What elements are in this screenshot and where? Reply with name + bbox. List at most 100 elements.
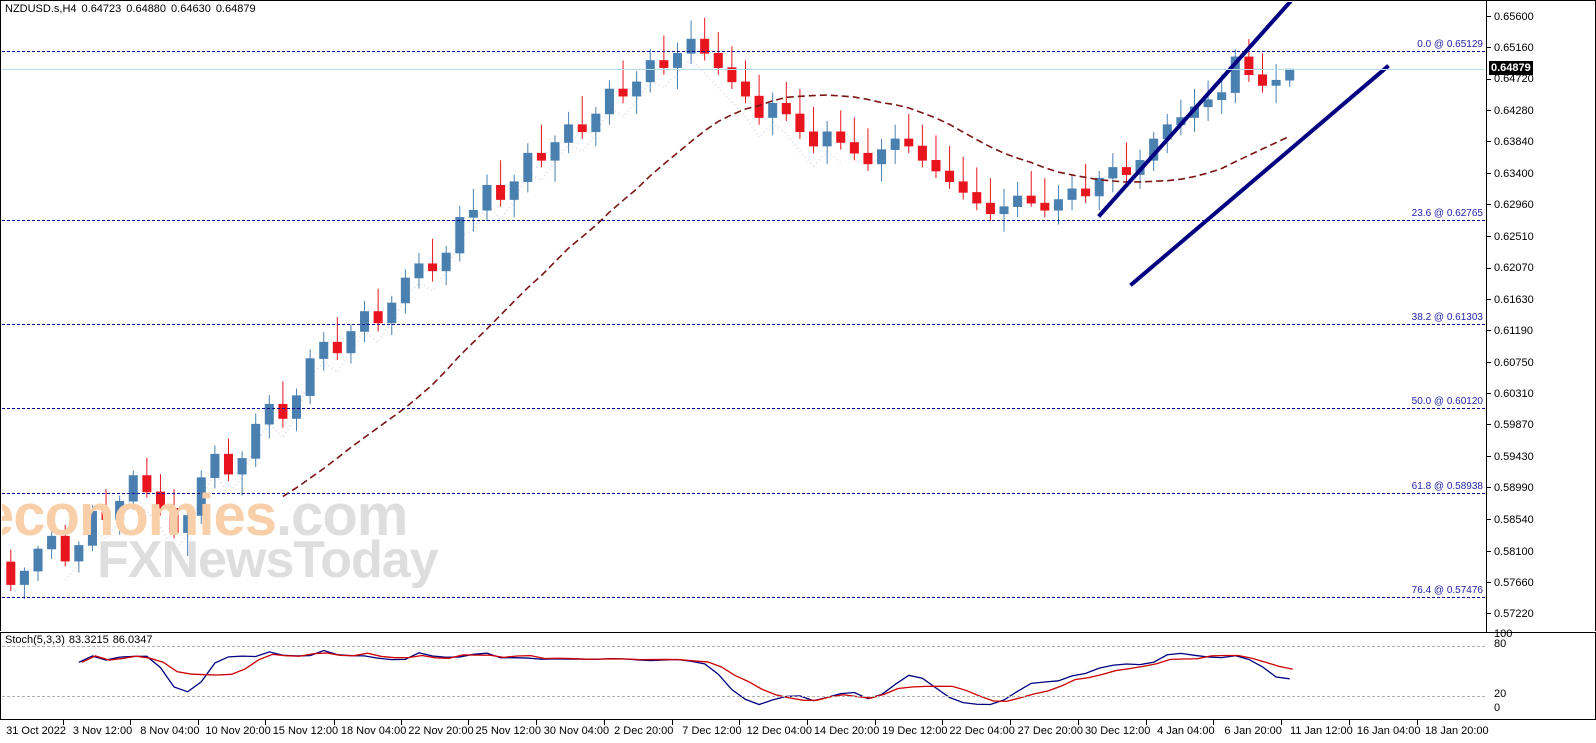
tick-text: 0.60310 [1494,387,1534,400]
tick-mark [1486,582,1491,584]
tick-mark [1486,519,1491,521]
tick-text: 0.64720 [1494,73,1534,86]
tick-text: 0.62070 [1494,262,1534,275]
time-axis[interactable]: 31 Oct 2022 3 Nov 12:00 8 Nov 04:00 10 Nov … [0,720,1596,743]
price-tick-label: 0.60310 [1486,388,1534,400]
current-price-tag: 0.64879 [1489,61,1533,76]
tick-mark [1486,236,1491,238]
time-tick-mark [942,720,944,725]
fibonacci-level-label: 61.8 @ 0.58938 [1411,480,1483,492]
price-tick-label: 0.62510 [1486,231,1534,243]
tick-mark [1486,393,1491,395]
tick-text: 0.58990 [1494,482,1534,495]
tick-mark [1486,267,1491,269]
time-tick-label: 19 Dec 12:00 [882,725,948,737]
time-tick-mark [468,720,470,725]
close-value: 0.64879 [215,3,256,15]
time-tick-mark [1145,720,1147,725]
tick-text: 0.63840 [1494,136,1534,149]
fibonacci-level-line [2,219,1485,221]
time-tick-mark [400,720,402,725]
fibonacci-level-label: 23.6 @ 0.62765 [1411,207,1483,219]
stochastic-scale-label: 100 [1494,628,1513,640]
fibonacci-level-line [2,51,1485,53]
candlestick-series [6,2,1390,599]
quote-readout: NZDUSD.s,H4 0.64723 0.64880 0.64630 0.64879 [5,3,261,15]
price-tick-label: 0.64720 [1486,73,1534,85]
time-tick-label: 2 Dec 20:00 [614,725,674,737]
tick-mark [1486,550,1491,552]
tick-text: 0.58100 [1494,545,1534,558]
time-tick-mark [874,720,876,725]
time-tick-label: 11 Jan 12:00 [1289,725,1353,737]
stochastic-scale-label: 20 [1494,688,1507,700]
price-tick-label: 0.61630 [1486,294,1534,306]
price-axis[interactable]: 0.65600 0.65160 0.64720 0.64280 0.63840 0.634… [1486,0,1596,631]
price-chart-panel[interactable]: economies.com FXNewsToday 0.0 @ 0.65129 2… [0,0,1596,632]
stochastic-scale-label: 0 [1494,702,1501,714]
time-tick-label: 12 Dec 04:00 [746,725,812,737]
tick-text: 0.61190 [1494,325,1533,338]
time-tick-mark [265,720,267,725]
tick-text: 0.64280 [1494,104,1534,117]
tick-mark [1486,141,1491,143]
price-tick-label: 0.63400 [1486,168,1534,180]
time-tick-mark [198,720,200,725]
stochastic-name: Stoch(5,3,3) [5,634,65,646]
tick-mark [1486,361,1491,363]
time-tick-label: 16 Jan 04:00 [1356,725,1421,737]
time-tick-mark [129,720,131,725]
fibonacci-level-label: 76.4 @ 0.57476 [1411,585,1483,597]
price-tick-label: 0.65600 [1486,11,1534,23]
time-tick-label: 22 Nov 20:00 [408,725,474,737]
time-tick-label: 7 Dec 12:00 [682,725,742,737]
stochastic-scale-label: 80 [1494,638,1507,650]
fibonacci-level-line [2,408,1485,410]
tick-text: 0.62510 [1494,231,1534,244]
tick-text: 0.59430 [1494,450,1534,463]
stochastic-panel[interactable] [0,632,1596,720]
tick-text: 0.59870 [1494,419,1534,432]
tick-text: 0.57220 [1494,608,1534,621]
tick-mark [1486,613,1491,615]
time-tick-label: 30 Dec 12:00 [1084,725,1151,737]
price-tick-label: 0.57220 [1486,608,1534,620]
time-tick-mark [62,720,64,725]
fibonacci-level-label: 50.0 @ 0.60120 [1411,396,1483,408]
tick-mark [1486,487,1491,489]
time-tick-mark [1348,720,1350,725]
time-tick-mark [1281,720,1283,725]
low-value: 0.64630 [171,3,211,15]
time-tick-label: 8 Nov 04:00 [140,725,200,737]
fibonacci-level-label: 0.0 @ 0.65129 [1417,39,1483,51]
tick-text: 0.58540 [1494,514,1534,527]
tick-text: 0.63400 [1494,167,1534,180]
tick-mark [1486,47,1491,49]
time-tick-mark [739,720,741,725]
price-plot-area[interactable]: economies.com FXNewsToday 0.0 @ 0.65129 2… [2,2,1485,631]
tick-text: 0.65600 [1494,10,1534,23]
time-tick-mark [603,720,605,725]
tick-mark [1486,424,1491,426]
time-tick-label: 30 Nov 04:00 [543,725,610,737]
time-tick-label: 3 Nov 12:00 [72,725,133,737]
price-tick-label: 0.59430 [1486,451,1534,463]
tick-text: 0.62960 [1494,198,1534,211]
stochastic-k-value: 83.3215 [68,634,109,646]
tick-mark [1486,109,1491,111]
time-tick-label: 22 Dec 04:00 [949,725,1015,737]
stochastic-plot-area[interactable] [2,634,1485,720]
price-axis-divider [1486,1,1487,632]
fibonacci-level-line [2,492,1485,494]
time-tick-mark [806,720,808,725]
tick-text: 0.65160 [1494,42,1534,55]
current-price-line [2,69,1485,71]
time-tick-mark [536,720,538,725]
tick-mark [1486,172,1491,174]
fibonacci-level-line [2,324,1485,326]
tick-mark [1486,330,1491,332]
fibonacci-level-line [2,597,1485,599]
price-tick-label: 0.65160 [1486,42,1534,54]
fibonacci-level-label: 38.2 @ 0.61303 [1411,312,1483,324]
